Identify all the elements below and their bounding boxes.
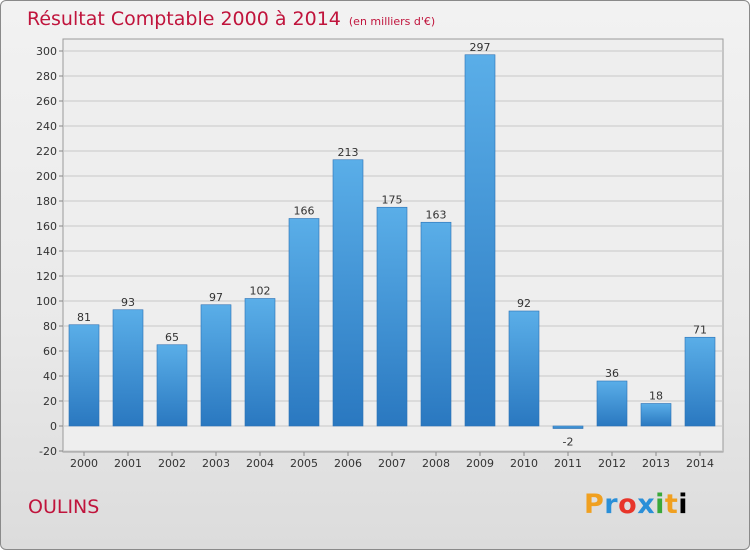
x-tick-label-2011: 2011 [554, 457, 582, 470]
y-tick-label: 100 [36, 295, 57, 308]
data-label-2012: 36 [605, 367, 619, 380]
bar-2011 [552, 425, 584, 429]
chart-title-main: Résultat Comptable 2000 à 2014 [27, 8, 341, 30]
x-tick-label-2007: 2007 [378, 457, 406, 470]
bars [68, 54, 716, 429]
y-tick-label: 260 [36, 95, 57, 108]
bar-2007 [376, 206, 408, 427]
data-label-2010: 92 [517, 297, 531, 310]
x-tick-label-2005: 2005 [290, 457, 318, 470]
y-tick-label: 0 [50, 420, 57, 433]
x-tick-label-2009: 2009 [466, 457, 494, 470]
data-label-2011: -2 [563, 436, 574, 449]
bar-2013 [640, 403, 672, 427]
x-axis-ticks: 2000 2001 2002 2003 2004 2005 2006 2007 2008 2009… [70, 452, 714, 470]
y-tick-label: 300 [36, 45, 57, 58]
y-tick-label: 40 [43, 370, 57, 383]
data-label-2005: 166 [294, 205, 315, 218]
x-tick-label-2000: 2000 [70, 457, 98, 470]
data-label-2009: 297 [470, 41, 491, 54]
bar-2000 [68, 324, 100, 427]
x-tick-label-2012: 2012 [598, 457, 626, 470]
y-axis-ticks: -20 0 20 40 60 80 100 120 140 160 180 200 220 240 260 2… [36, 45, 63, 458]
bar-2008 [420, 221, 452, 427]
commune-name: OULINS [28, 496, 100, 518]
x-tick-label-2004: 2004 [246, 457, 274, 470]
y-tick-label: 220 [36, 145, 57, 158]
data-label-2001: 93 [121, 296, 135, 309]
y-tick-label: 160 [36, 220, 57, 233]
bar-2014 [684, 336, 716, 427]
y-tick-label: 80 [43, 320, 57, 333]
data-label-2014: 71 [693, 323, 707, 336]
proxiti-logo: Proxiti [584, 489, 689, 520]
bar-2002 [156, 344, 188, 427]
bar-2001 [112, 309, 144, 427]
data-label-2007: 175 [382, 193, 403, 206]
data-label-2004: 102 [250, 285, 271, 298]
bar-2010 [508, 310, 540, 427]
x-tick-label-2013: 2013 [642, 457, 670, 470]
bar-2005 [288, 218, 320, 427]
chart-title: Résultat Comptable 2000 à 2014 (en millie… [27, 8, 435, 30]
x-tick-label-2014: 2014 [686, 457, 714, 470]
data-labels: 81 93 65 97 102 166 213 175 163 297 92 -2 36 18 71 [77, 41, 707, 449]
x-tick-label-2002: 2002 [158, 457, 186, 470]
x-tick-label-2001: 2001 [114, 457, 142, 470]
y-tick-label: 280 [36, 70, 57, 83]
bar-2006 [332, 159, 364, 427]
data-label-2002: 65 [165, 331, 179, 344]
y-tick-label: 140 [36, 245, 57, 258]
y-tick-label: 20 [43, 395, 57, 408]
y-tick-label: 60 [43, 345, 57, 358]
chart-title-unit: (en milliers d'€) [348, 15, 436, 28]
x-tick-label-2010: 2010 [510, 457, 538, 470]
y-tick-label: 120 [36, 270, 57, 283]
y-tick-label: 200 [36, 170, 57, 183]
data-label-2008: 163 [426, 208, 447, 221]
x-tick-label-2006: 2006 [334, 457, 362, 470]
y-tick-label: 180 [36, 195, 57, 208]
bar-2009 [464, 54, 496, 427]
data-label-2000: 81 [77, 311, 91, 324]
bar-2003 [200, 304, 232, 427]
data-label-2013: 18 [649, 390, 663, 403]
bar-2004 [244, 298, 276, 427]
x-tick-label-2008: 2008 [422, 457, 450, 470]
bar-2012 [596, 380, 628, 427]
y-tick-label: 240 [36, 120, 57, 133]
x-tick-label-2003: 2003 [202, 457, 230, 470]
data-label-2003: 97 [209, 291, 223, 304]
data-label-2006: 213 [338, 146, 359, 159]
y-tick-label: -20 [39, 445, 57, 458]
